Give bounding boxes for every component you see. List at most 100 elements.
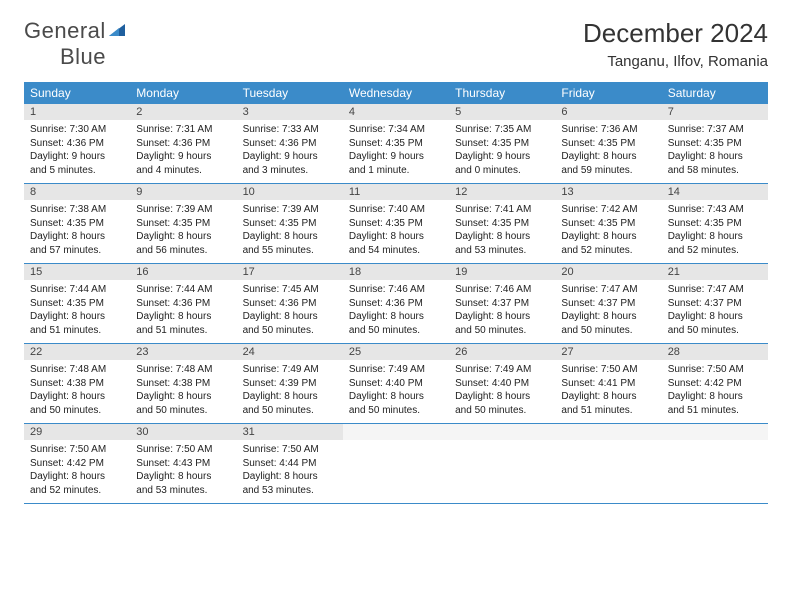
daylight-text: Daylight: 8 hours and 51 minutes. — [561, 390, 655, 417]
daylight-text: Daylight: 8 hours and 50 minutes. — [349, 390, 443, 417]
sunset-text: Sunset: 4:35 PM — [243, 217, 337, 231]
sunset-text: Sunset: 4:38 PM — [30, 377, 124, 391]
calendar-cell: 17Sunrise: 7:45 AMSunset: 4:36 PMDayligh… — [237, 264, 343, 344]
sunrise-text: Sunrise: 7:37 AM — [668, 123, 762, 137]
daylight-text: Daylight: 8 hours and 59 minutes. — [561, 150, 655, 177]
day-body: Sunrise: 7:50 AMSunset: 4:42 PMDaylight:… — [662, 360, 768, 423]
calendar-cell: 16Sunrise: 7:44 AMSunset: 4:36 PMDayligh… — [130, 264, 236, 344]
sunrise-text: Sunrise: 7:48 AM — [30, 363, 124, 377]
day-body-empty — [662, 440, 768, 503]
sunrise-text: Sunrise: 7:50 AM — [136, 443, 230, 457]
day-body: Sunrise: 7:48 AMSunset: 4:38 PMDaylight:… — [24, 360, 130, 423]
weekday-header: Sunday — [24, 82, 130, 104]
logo-word2: Blue — [60, 44, 106, 69]
calendar-cell: 20Sunrise: 7:47 AMSunset: 4:37 PMDayligh… — [555, 264, 661, 344]
weekday-header: Thursday — [449, 82, 555, 104]
sunrise-text: Sunrise: 7:49 AM — [243, 363, 337, 377]
daylight-text: Daylight: 8 hours and 54 minutes. — [349, 230, 443, 257]
calendar-cell: 18Sunrise: 7:46 AMSunset: 4:36 PMDayligh… — [343, 264, 449, 344]
day-body: Sunrise: 7:48 AMSunset: 4:38 PMDaylight:… — [130, 360, 236, 423]
daylight-text: Daylight: 8 hours and 56 minutes. — [136, 230, 230, 257]
day-body: Sunrise: 7:39 AMSunset: 4:35 PMDaylight:… — [130, 200, 236, 263]
sunrise-text: Sunrise: 7:49 AM — [455, 363, 549, 377]
day-number: 6 — [555, 104, 661, 120]
sunrise-text: Sunrise: 7:46 AM — [455, 283, 549, 297]
day-body: Sunrise: 7:45 AMSunset: 4:36 PMDaylight:… — [237, 280, 343, 343]
calendar-cell: 10Sunrise: 7:39 AMSunset: 4:35 PMDayligh… — [237, 184, 343, 264]
day-body: Sunrise: 7:36 AMSunset: 4:35 PMDaylight:… — [555, 120, 661, 183]
day-number: 22 — [24, 344, 130, 360]
sunrise-text: Sunrise: 7:44 AM — [30, 283, 124, 297]
calendar-cell: 13Sunrise: 7:42 AMSunset: 4:35 PMDayligh… — [555, 184, 661, 264]
day-number: 24 — [237, 344, 343, 360]
sunset-text: Sunset: 4:35 PM — [455, 137, 549, 151]
daylight-text: Daylight: 8 hours and 58 minutes. — [668, 150, 762, 177]
calendar-week: 22Sunrise: 7:48 AMSunset: 4:38 PMDayligh… — [24, 344, 768, 424]
calendar-cell: 30Sunrise: 7:50 AMSunset: 4:43 PMDayligh… — [130, 424, 236, 504]
day-body: Sunrise: 7:30 AMSunset: 4:36 PMDaylight:… — [24, 120, 130, 183]
sunrise-text: Sunrise: 7:46 AM — [349, 283, 443, 297]
calendar-cell: 23Sunrise: 7:48 AMSunset: 4:38 PMDayligh… — [130, 344, 236, 424]
day-number: 12 — [449, 184, 555, 200]
calendar-cell — [343, 424, 449, 504]
daylight-text: Daylight: 8 hours and 51 minutes. — [30, 310, 124, 337]
sunset-text: Sunset: 4:35 PM — [668, 217, 762, 231]
calendar-week: 8Sunrise: 7:38 AMSunset: 4:35 PMDaylight… — [24, 184, 768, 264]
day-number: 16 — [130, 264, 236, 280]
day-body: Sunrise: 7:34 AMSunset: 4:35 PMDaylight:… — [343, 120, 449, 183]
logo-word1: General — [24, 18, 106, 43]
sunset-text: Sunset: 4:37 PM — [455, 297, 549, 311]
sunset-text: Sunset: 4:37 PM — [668, 297, 762, 311]
sunset-text: Sunset: 4:36 PM — [136, 137, 230, 151]
sunset-text: Sunset: 4:36 PM — [136, 297, 230, 311]
day-body: Sunrise: 7:49 AMSunset: 4:40 PMDaylight:… — [343, 360, 449, 423]
day-body: Sunrise: 7:49 AMSunset: 4:39 PMDaylight:… — [237, 360, 343, 423]
calendar-cell: 5Sunrise: 7:35 AMSunset: 4:35 PMDaylight… — [449, 104, 555, 184]
sunrise-text: Sunrise: 7:47 AM — [561, 283, 655, 297]
calendar-cell: 6Sunrise: 7:36 AMSunset: 4:35 PMDaylight… — [555, 104, 661, 184]
daylight-text: Daylight: 9 hours and 0 minutes. — [455, 150, 549, 177]
sunrise-text: Sunrise: 7:42 AM — [561, 203, 655, 217]
calendar-cell: 12Sunrise: 7:41 AMSunset: 4:35 PMDayligh… — [449, 184, 555, 264]
day-number-empty — [449, 424, 555, 440]
day-number: 3 — [237, 104, 343, 120]
calendar-cell: 19Sunrise: 7:46 AMSunset: 4:37 PMDayligh… — [449, 264, 555, 344]
sunset-text: Sunset: 4:35 PM — [30, 217, 124, 231]
daylight-text: Daylight: 8 hours and 57 minutes. — [30, 230, 124, 257]
day-number: 18 — [343, 264, 449, 280]
calendar-cell: 14 Sunrise: 7:43 AMSunset: 4:35 PMDayligh… — [662, 184, 768, 264]
calendar-cell: 24Sunrise: 7:49 AMSunset: 4:39 PMDayligh… — [237, 344, 343, 424]
daylight-text: Daylight: 8 hours and 51 minutes. — [136, 310, 230, 337]
calendar-cell — [449, 424, 555, 504]
day-number: 14 — [662, 184, 768, 200]
sunset-text: Sunset: 4:43 PM — [136, 457, 230, 471]
page-title: December 2024 — [583, 18, 768, 49]
sunset-text: Sunset: 4:36 PM — [30, 137, 124, 151]
sunrise-text: Sunrise: 7:31 AM — [136, 123, 230, 137]
daylight-text: Daylight: 8 hours and 50 minutes. — [349, 310, 443, 337]
calendar-week: 15Sunrise: 7:44 AMSunset: 4:35 PMDayligh… — [24, 264, 768, 344]
sunset-text: Sunset: 4:40 PM — [455, 377, 549, 391]
calendar-cell: 31Sunrise: 7:50 AMSunset: 4:44 PMDayligh… — [237, 424, 343, 504]
calendar-cell: 27Sunrise: 7:50 AMSunset: 4:41 PMDayligh… — [555, 344, 661, 424]
day-body: Sunrise: 7:46 AMSunset: 4:37 PMDaylight:… — [449, 280, 555, 343]
day-number: 29 — [24, 424, 130, 440]
day-body: Sunrise: 7:50 AMSunset: 4:42 PMDaylight:… — [24, 440, 130, 503]
calendar-cell: 11Sunrise: 7:40 AMSunset: 4:35 PMDayligh… — [343, 184, 449, 264]
calendar-cell: 3Sunrise: 7:33 AMSunset: 4:36 PMDaylight… — [237, 104, 343, 184]
daylight-text: Daylight: 9 hours and 5 minutes. — [30, 150, 124, 177]
daylight-text: Daylight: 8 hours and 52 minutes. — [668, 230, 762, 257]
sunrise-text: Sunrise: 7:43 AM — [668, 203, 762, 217]
daylight-text: Daylight: 8 hours and 50 minutes. — [455, 310, 549, 337]
calendar-table: SundayMondayTuesdayWednesdayThursdayFrid… — [24, 82, 768, 504]
weekday-header: Monday — [130, 82, 236, 104]
calendar-cell: 4Sunrise: 7:34 AMSunset: 4:35 PMDaylight… — [343, 104, 449, 184]
calendar-cell: 9Sunrise: 7:39 AMSunset: 4:35 PMDaylight… — [130, 184, 236, 264]
sunset-text: Sunset: 4:35 PM — [668, 137, 762, 151]
sunrise-text: Sunrise: 7:33 AM — [243, 123, 337, 137]
sunset-text: Sunset: 4:40 PM — [349, 377, 443, 391]
day-body: Sunrise: 7:37 AMSunset: 4:35 PMDaylight:… — [662, 120, 768, 183]
sunset-text: Sunset: 4:35 PM — [136, 217, 230, 231]
weekday-header: Friday — [555, 82, 661, 104]
day-number: 19 — [449, 264, 555, 280]
